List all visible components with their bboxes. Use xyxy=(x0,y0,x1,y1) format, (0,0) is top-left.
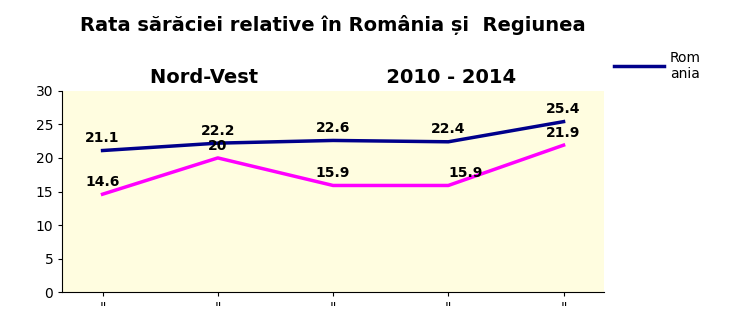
Text: 22.4: 22.4 xyxy=(431,122,466,136)
Text: 22.6: 22.6 xyxy=(316,121,350,135)
Text: 15.9: 15.9 xyxy=(449,166,483,180)
Text: 25.4: 25.4 xyxy=(546,102,580,116)
Text: 21.9: 21.9 xyxy=(546,126,580,140)
Text: Rom
ania: Rom ania xyxy=(670,51,701,82)
Text: 21.1: 21.1 xyxy=(86,131,120,145)
Text: 14.6: 14.6 xyxy=(86,175,120,189)
Text: 22.2: 22.2 xyxy=(201,124,235,138)
Text: 15.9: 15.9 xyxy=(316,166,350,180)
Text: Rata sărăciei relative în România și  Regiunea: Rata sărăciei relative în România și Reg… xyxy=(81,15,586,35)
Text: 20: 20 xyxy=(208,138,228,153)
Text: Nord-Vest                   2010 - 2014: Nord-Vest 2010 - 2014 xyxy=(150,68,516,87)
